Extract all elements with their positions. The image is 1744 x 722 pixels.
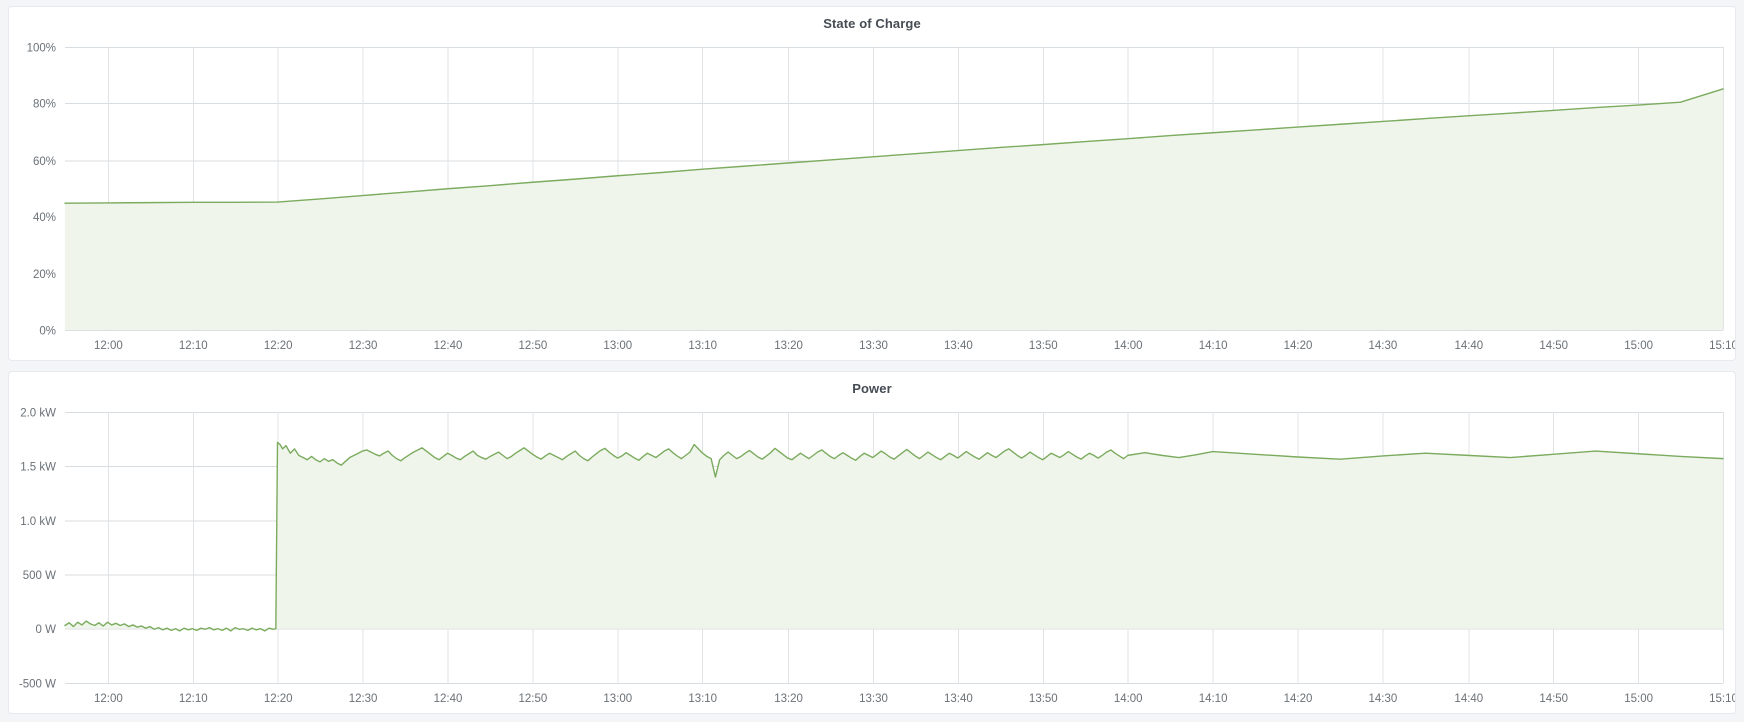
y-axis-tick-label: -500 W <box>19 678 56 690</box>
chart-state-of-charge[interactable]: 0% 20% 40% 60% 80% 100% 12:00 12:10 12:20 12:30 12… <box>9 37 1735 360</box>
x-axis-tick-label: 14:00 <box>1114 340 1143 352</box>
panel-power: Power -500 W 0 W 500 W 1.0 kW 1.5 kW 2.0 kW 12… <box>8 371 1736 714</box>
x-axis-tick-label: 12:30 <box>349 340 378 352</box>
x-axis-tick-label: 12:40 <box>434 693 463 705</box>
x-axis-tick-label: 13:00 <box>603 340 632 352</box>
x-axis-tick-label: 13:50 <box>1029 340 1058 352</box>
y-axis-tick-label: 40% <box>33 212 56 224</box>
x-axis-tick-label: 13:00 <box>603 693 632 705</box>
series-line-state-of-charge[interactable] <box>64 88 1724 204</box>
x-axis-tick-label: 14:00 <box>1114 693 1143 705</box>
y-axis-tick-label: 80% <box>33 99 56 111</box>
y-axis-tick-label: 500 W <box>23 570 56 582</box>
panel-title-state-of-charge: State of Charge <box>823 16 921 31</box>
x-axis-tick-label: 14:50 <box>1539 340 1568 352</box>
x-axis-tick-label: 13:30 <box>859 693 888 705</box>
y-axis-tick-label: 0% <box>39 325 56 337</box>
series-area-power <box>64 442 1724 631</box>
y-axis-tick-label: 2.0 kW <box>20 408 56 420</box>
series-area-state-of-charge <box>64 88 1724 330</box>
panel-state-of-charge: State of Charge 0% 20% 40% 60% 80% 100% 12:00 1… <box>8 6 1736 361</box>
x-axis-tick-label: 15:00 <box>1624 340 1653 352</box>
x-axis-tick-label: 12:40 <box>434 340 463 352</box>
x-axis-tick-label: 13:40 <box>944 693 973 705</box>
x-axis-tick-label: 14:50 <box>1539 693 1568 705</box>
panel-title-power: Power <box>852 381 892 396</box>
x-axis-tick-label: 14:20 <box>1284 340 1313 352</box>
x-axis-tick-label: 14:30 <box>1369 340 1398 352</box>
plot-area-state-of-charge: 0% 20% 40% 60% 80% 100% 12:00 12:10 12:20 12:30 12… <box>9 37 1735 360</box>
x-axis-tick-label: 14:10 <box>1199 693 1228 705</box>
x-axis-tick-label: 14:10 <box>1199 340 1228 352</box>
x-axis-tick-label: 13:30 <box>859 340 888 352</box>
x-axis-tick-label: 12:20 <box>264 693 293 705</box>
y-axis-tick-label: 1.0 kW <box>20 516 56 528</box>
x-axis-tick-label: 13:20 <box>774 693 803 705</box>
x-axis-tick-label: 13:50 <box>1029 693 1058 705</box>
x-axis-tick-label: 14:30 <box>1369 693 1398 705</box>
x-axis-tick-label: 13:10 <box>688 340 717 352</box>
y-axis-tick-label: 0 W <box>36 624 57 636</box>
y-axis-tick-label: 1.5 kW <box>20 462 56 474</box>
x-axis-tick-label: 15:00 <box>1624 693 1653 705</box>
x-axis-tick-label: 13:20 <box>774 340 803 352</box>
y-axis-tick-label: 60% <box>33 156 56 168</box>
x-axis-tick-label: 12:00 <box>94 340 123 352</box>
x-axis-tick-label: 12:10 <box>179 693 208 705</box>
plot-area-power: -500 W 0 W 500 W 1.0 kW 1.5 kW 2.0 kW 12:00 12:… <box>9 402 1735 713</box>
x-axis-tick-label: 13:40 <box>944 340 973 352</box>
x-axis-tick-label: 12:50 <box>519 693 548 705</box>
x-axis-tick-label: 14:40 <box>1454 340 1483 352</box>
x-axis-tick-label: 13:10 <box>688 693 717 705</box>
chart-power[interactable]: -500 W 0 W 500 W 1.0 kW 1.5 kW 2.0 kW 12:00 12:… <box>9 402 1735 713</box>
series-line-power[interactable] <box>64 441 1724 632</box>
y-axis-tick-label: 20% <box>33 269 56 281</box>
x-axis-tick-label: 12:30 <box>349 693 378 705</box>
x-axis-tick-label: 14:40 <box>1454 693 1483 705</box>
x-axis-tick-label: 15:10 <box>1709 693 1735 705</box>
x-axis-tick-label: 12:00 <box>94 693 123 705</box>
x-axis-tick-label: 12:50 <box>519 340 548 352</box>
y-axis-tick-label: 100% <box>27 43 56 55</box>
x-axis-tick-label: 12:10 <box>179 340 208 352</box>
x-axis-tick-label: 12:20 <box>264 340 293 352</box>
x-axis-tick-label: 15:10 <box>1709 340 1735 352</box>
x-axis-tick-label: 14:20 <box>1284 693 1313 705</box>
